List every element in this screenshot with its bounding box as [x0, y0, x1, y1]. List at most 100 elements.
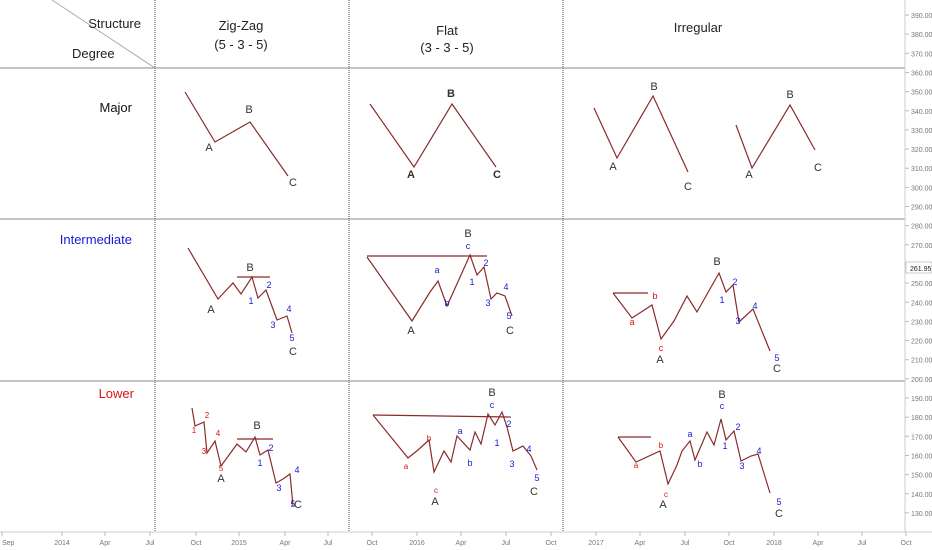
svg-text:C: C	[289, 346, 297, 358]
price-tick-label: 380.00	[911, 32, 932, 39]
svg-text:A: A	[217, 473, 225, 485]
svg-text:2: 2	[266, 280, 271, 290]
label-major-irregular-b2: B	[786, 89, 793, 101]
svg-text:c: c	[664, 490, 668, 499]
label-major-flat-b: B	[447, 88, 455, 100]
price-tick-label: 220.00	[911, 339, 932, 346]
wave-major-flat	[369, 102, 497, 169]
svg-text:2: 2	[506, 419, 511, 429]
time-tick-label: Jul	[324, 540, 333, 547]
svg-text:5: 5	[774, 353, 779, 363]
svg-text:A: A	[431, 496, 439, 508]
wave-labels: A B C A B C A B C A B C A B C 1 2 3 4 5 …	[192, 81, 822, 520]
time-tick-label: Apr	[813, 540, 825, 547]
time-tick-label: Jul	[146, 540, 155, 547]
price-tick-label: 190.00	[911, 396, 932, 403]
svg-text:5: 5	[776, 497, 781, 507]
wave-lines	[184, 91, 816, 507]
price-tick-label: 150.00	[911, 473, 932, 480]
svg-text:2: 2	[732, 277, 737, 287]
row-label-intermediate: Intermediate	[60, 232, 132, 247]
price-tick-label: 290.00	[911, 205, 932, 212]
price-tick-label: 140.00	[911, 492, 932, 499]
label-major-zigzag-a: A	[205, 142, 213, 154]
column-title-zigzag: Zig-Zag	[219, 18, 264, 33]
price-tick-label: 350.00	[911, 90, 932, 97]
svg-text:C: C	[530, 486, 538, 498]
labels-intermediate-irregular: a b c A B C 1 2 3 4 5	[629, 256, 781, 375]
wave-lower-flat	[372, 410, 538, 475]
svg-text:3: 3	[735, 316, 740, 326]
svg-text:B: B	[253, 420, 260, 432]
price-tick-label: 240.00	[911, 300, 932, 307]
time-axis[interactable]: Sep 2014 Apr Jul Oct 2015 Apr Jul Oct 2016 Apr Jul O…	[1, 532, 911, 547]
price-tick-label: 320.00	[911, 147, 932, 154]
svg-text:4: 4	[286, 304, 291, 314]
svg-text:3: 3	[509, 459, 514, 469]
grid-frame	[0, 0, 932, 533]
svg-text:1: 1	[722, 441, 727, 451]
labels-lower-flat: a b c A B c a b 1 2 3 4 5 C	[404, 387, 540, 508]
time-tick-label: 2017	[588, 540, 604, 547]
price-tick-label: 230.00	[911, 319, 932, 326]
svg-text:B: B	[246, 262, 253, 274]
time-tick-label: 2015	[231, 540, 247, 547]
svg-text:b: b	[467, 458, 472, 468]
labels-lower-zigzag: 1 2 3 4 5 A B 1 2 3 4 5 C	[192, 411, 302, 511]
svg-text:2: 2	[205, 411, 210, 420]
time-tick-label: 2018	[766, 540, 782, 547]
svg-text:c: c	[466, 241, 471, 251]
wave-lower-flat-top-line	[372, 414, 512, 418]
wave-intermediate-irregular	[612, 271, 771, 352]
svg-text:5: 5	[289, 333, 294, 343]
wave-major-irregular-2	[735, 103, 816, 170]
wave-intermediate-zigzag	[187, 247, 293, 334]
svg-text:5: 5	[219, 464, 224, 473]
svg-text:5: 5	[534, 473, 539, 483]
label-major-flat-c: C	[493, 169, 501, 181]
row-label-lower: Lower	[99, 386, 135, 401]
time-tick-label: Apr	[635, 540, 647, 547]
label-major-zigzag-c: C	[289, 177, 297, 189]
column-title-irregular: Irregular	[674, 20, 723, 35]
price-axis[interactable]: 390.00 380.00 370.00 360.00 350.00 340.00 330.…	[905, 13, 932, 518]
labels-intermediate-zigzag: A B C 1 2 3 4 5	[207, 262, 297, 358]
price-tick-label: 310.00	[911, 166, 932, 173]
price-tick-label: 330.00	[911, 128, 932, 135]
svg-text:c: c	[434, 486, 438, 495]
price-tick-label: 300.00	[911, 185, 932, 192]
price-tick-label: 210.00	[911, 358, 932, 365]
label-major-irregular-c2: C	[814, 162, 822, 174]
svg-text:b: b	[697, 459, 702, 469]
svg-text:b: b	[659, 441, 664, 450]
svg-text:b: b	[427, 434, 432, 443]
labels-intermediate-flat: A B C c a b 1 2 3 4 5	[407, 228, 514, 337]
price-tick-label: 340.00	[911, 109, 932, 116]
wave-lower-zigzag	[191, 407, 294, 507]
svg-text:3: 3	[202, 447, 207, 456]
time-tick-label: Jul	[502, 540, 511, 547]
labels-major: A B C A B C A B C A B C	[205, 81, 822, 193]
header: Structure Degree Zig-Zag (5 - 3 - 5) Fla…	[72, 16, 723, 61]
svg-text:C: C	[506, 325, 514, 337]
svg-text:B: B	[488, 387, 495, 399]
label-major-irregular-c: C	[684, 181, 692, 193]
svg-text:4: 4	[294, 465, 299, 475]
svg-text:a: a	[634, 461, 639, 470]
wave-major-zigzag	[184, 91, 289, 177]
svg-text:a: a	[434, 265, 439, 275]
svg-text:3: 3	[276, 483, 281, 493]
svg-text:c: c	[659, 343, 664, 353]
row-labels: Major Intermediate Lower	[60, 100, 135, 401]
svg-text:4: 4	[216, 429, 221, 438]
svg-text:1: 1	[248, 296, 253, 306]
label-major-irregular-a2: A	[745, 169, 753, 181]
wave-major-irregular-1	[593, 94, 689, 173]
label-major-zigzag-b: B	[245, 104, 252, 116]
svg-text:3: 3	[270, 320, 275, 330]
time-tick-label: Sep	[2, 540, 15, 547]
time-tick-label: Oct	[724, 540, 735, 547]
svg-text:1: 1	[257, 458, 262, 468]
svg-text:2: 2	[483, 258, 488, 268]
time-tick-label: 2014	[54, 540, 70, 547]
